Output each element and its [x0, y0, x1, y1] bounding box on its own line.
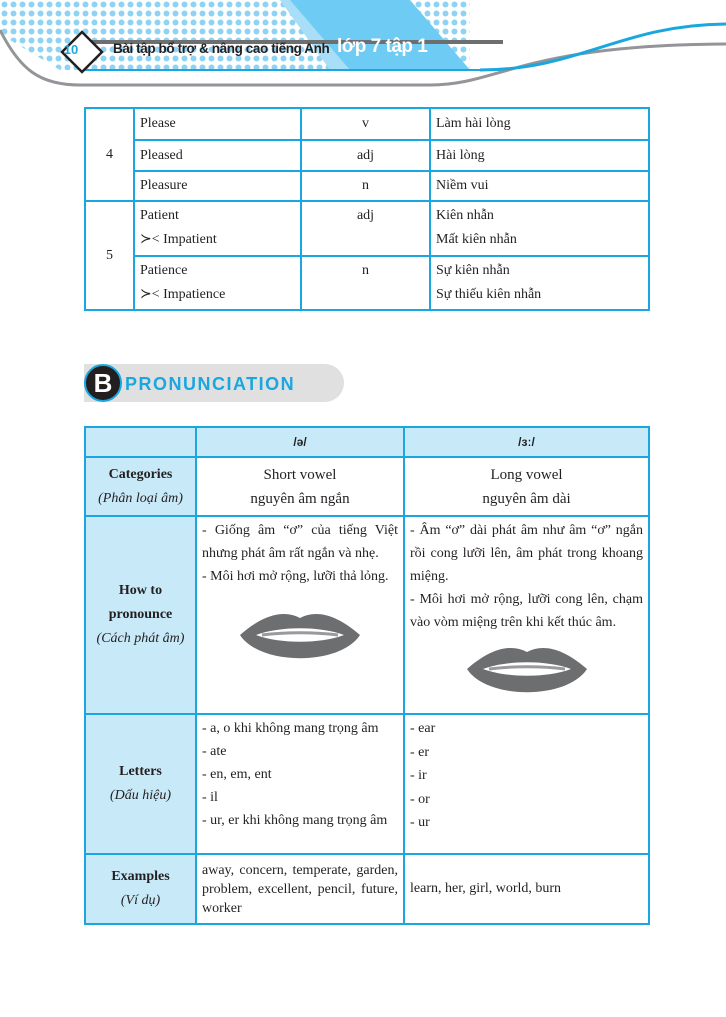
- book-subtitle: lớp 7 tập 1: [337, 36, 428, 57]
- antonym-meaning: Sự thiếu kiên nhẫn: [436, 287, 542, 302]
- part-of-speech: v: [300, 107, 431, 141]
- table-row: Categories (Phân loại âm) Short vowel nguy…: [84, 456, 650, 517]
- text: away, concern, temperate, garden, proble…: [195, 853, 405, 925]
- row-label-vi: (Cách phát âm): [96, 631, 185, 646]
- header-decoration: [0, 0, 726, 87]
- header-long-vowel: /ɜː/: [403, 426, 650, 458]
- text: - Giống âm “ơ” của tiếng Việt nhưng phát…: [202, 523, 398, 561]
- text: learn, her, girl, world, burn: [403, 853, 650, 925]
- text: - Môi hơi mở rộng, lưỡi cong lên, chạm v…: [410, 592, 643, 630]
- lips-image: [240, 613, 360, 659]
- table-row: Patience ≻< Impatience n Sự kiên nhẫn Sự t…: [85, 255, 650, 311]
- antonym: ≻< Impatience: [140, 287, 226, 302]
- text: - en, em, ent: [202, 767, 272, 782]
- text: - a, o khi không mang trọng âm: [202, 721, 379, 736]
- page-number: 10: [63, 42, 79, 57]
- meaning: Hài lòng: [429, 139, 650, 172]
- row-label-vi: (Phân loại âm): [98, 490, 183, 506]
- lips-image: [466, 647, 587, 693]
- word: Patient: [140, 208, 179, 223]
- table-row: Pleasure n Niềm vui: [85, 170, 650, 202]
- text: - ear: [410, 721, 436, 736]
- text: nguyên âm ngắn: [250, 490, 350, 507]
- text: - ur: [410, 815, 430, 830]
- part-of-speech: adj: [300, 200, 431, 257]
- row-label: How to pronounce: [108, 583, 173, 622]
- text: - ate: [202, 744, 227, 759]
- section-letter: B: [84, 364, 122, 402]
- text: - Môi hơi mở rộng, lưỡi thả lỏng.: [202, 569, 389, 584]
- meaning: Niềm vui: [429, 170, 650, 202]
- text: - or: [410, 791, 430, 807]
- part-of-speech: adj: [300, 139, 431, 172]
- table-row: Letters (Dấu hiệu) - a, o khi không mang …: [84, 713, 650, 855]
- row-label-vi: (Ví dụ): [120, 893, 161, 908]
- word: Pleased: [133, 139, 302, 172]
- text: Long vowel: [490, 466, 563, 483]
- text: - ir: [410, 768, 427, 783]
- meaning: Làm hài lòng: [429, 107, 650, 141]
- part-of-speech: n: [300, 255, 431, 311]
- text: - il: [202, 790, 218, 805]
- text: - ur, er khi không mang trọng âm: [202, 813, 388, 828]
- header-short-vowel: /ə/: [195, 426, 405, 458]
- word-table: 4 Please v Làm hài lòng Pleased adj Hài …: [84, 107, 650, 311]
- meaning: Sự kiên nhẫn: [436, 263, 510, 278]
- text: nguyên âm dài: [482, 490, 571, 507]
- text: - Âm “ơ” dài phát âm như âm “ơ” ngắn rồi…: [410, 523, 643, 584]
- table-row: 4 Please v Làm hài lòng: [84, 107, 650, 202]
- section-banner: [84, 364, 344, 402]
- word: Patience: [140, 263, 188, 278]
- table-header-row: /ə/ /ɜː/: [84, 426, 650, 458]
- word: Pleasure: [133, 170, 302, 202]
- row-label: Categories: [108, 466, 173, 482]
- meaning: Kiên nhẫn: [436, 208, 494, 223]
- row-label: Letters: [119, 764, 162, 779]
- table-row: 5 Patient ≻< Impatient adj Kiên nhẫn Mất k…: [84, 200, 650, 311]
- row-label: Examples: [111, 869, 170, 884]
- table-row: Examples (Ví dụ) away, concern, temperate…: [84, 853, 650, 925]
- section-title: PRONUNCIATION: [125, 374, 296, 394]
- text: Short vowel: [263, 466, 337, 483]
- group-number: 4: [84, 107, 135, 202]
- text: - er: [410, 744, 430, 760]
- antonym: ≻< Impatient: [140, 232, 217, 247]
- antonym-meaning: Mất kiên nhẫn: [436, 232, 517, 247]
- pronunciation-table: /ə/ /ɜː/ Categories (Phân loại âm) Short …: [84, 426, 650, 925]
- table-row: How to pronounce (Cách phát âm) - Giống â…: [84, 515, 650, 715]
- book-title: Bài tập bổ trợ & nâng cao tiếng Anh: [113, 41, 330, 56]
- row-label-vi: (Dấu hiệu): [109, 788, 172, 803]
- table-row: Pleased adj Hài lòng: [85, 139, 650, 172]
- word: Please: [133, 107, 302, 141]
- group-number: 5: [84, 200, 135, 311]
- part-of-speech: n: [300, 170, 431, 202]
